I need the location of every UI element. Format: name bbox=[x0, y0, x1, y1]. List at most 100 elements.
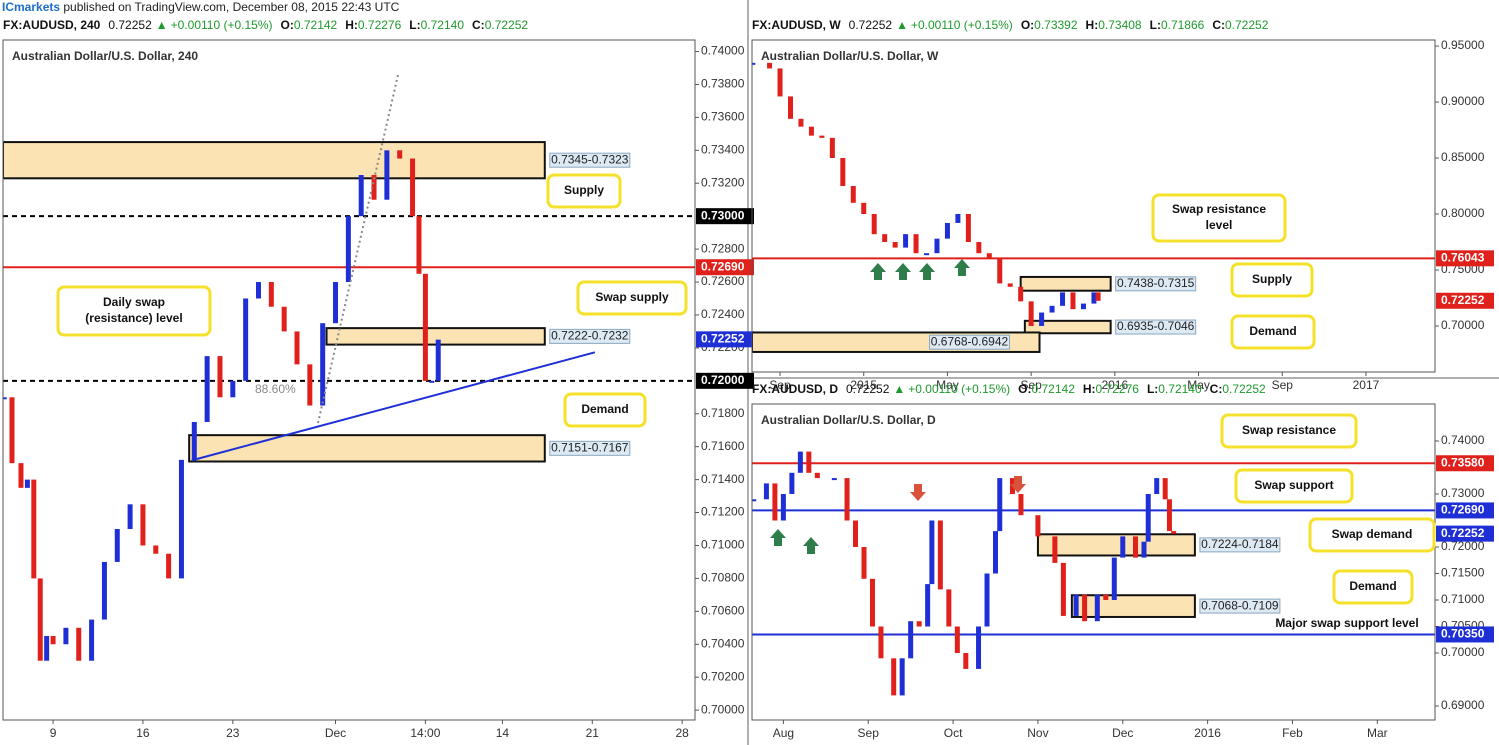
candle bbox=[24, 479, 30, 488]
ohlc-value: 0.72276 bbox=[1096, 382, 1140, 396]
candle bbox=[1018, 493, 1024, 516]
candle bbox=[1132, 536, 1138, 558]
candle bbox=[984, 573, 990, 627]
candle bbox=[1103, 594, 1109, 601]
callout-text: Swap support bbox=[1254, 478, 1333, 492]
candle bbox=[345, 216, 351, 283]
candle bbox=[965, 214, 971, 242]
candle bbox=[422, 273, 428, 381]
candle bbox=[819, 135, 825, 138]
level-label-bg bbox=[1436, 525, 1494, 542]
candle bbox=[814, 472, 820, 479]
y-tick-label: 0.73800 bbox=[701, 77, 745, 91]
candle bbox=[1111, 557, 1117, 601]
level-label: 0.73580 bbox=[1441, 455, 1485, 469]
zone-label-bg bbox=[549, 328, 631, 344]
panel-title: Australian Dollar/U.S. Dollar, D bbox=[761, 413, 936, 427]
candle bbox=[946, 589, 952, 627]
arrow-up bbox=[803, 537, 819, 554]
y-tick-label: 0.74000 bbox=[701, 44, 745, 58]
candle bbox=[178, 459, 184, 579]
publish-info: published on TradingView.com, December 0… bbox=[60, 0, 400, 14]
direction: ▲ bbox=[893, 382, 905, 396]
candle bbox=[204, 356, 210, 422]
arrow-up bbox=[870, 263, 886, 280]
candle bbox=[127, 504, 133, 530]
candle bbox=[44, 636, 50, 661]
candle bbox=[37, 578, 43, 661]
header: ICmarkets published on TradingView.com, … bbox=[2, 0, 400, 14]
zone bbox=[188, 434, 546, 463]
y-tick-label: 0.71000 bbox=[1441, 592, 1485, 606]
candle bbox=[416, 216, 422, 274]
x-tick-label: Aug bbox=[773, 726, 794, 740]
zone-label: 0.7224-0.7184 bbox=[1201, 537, 1279, 551]
candle bbox=[929, 520, 935, 585]
candle bbox=[435, 339, 441, 381]
candle bbox=[829, 137, 835, 159]
candle bbox=[767, 62, 773, 69]
arrow-down bbox=[1010, 476, 1026, 493]
zone-label-bg bbox=[929, 334, 1011, 350]
arrow-up bbox=[770, 529, 786, 546]
ohlc-value: 0.71866 bbox=[1161, 18, 1205, 32]
candle bbox=[243, 298, 249, 381]
y-tick-label: 0.72600 bbox=[701, 274, 745, 288]
candle bbox=[320, 323, 326, 406]
panel-title: Australian Dollar/U.S. Dollar, 240 bbox=[12, 49, 198, 63]
candle bbox=[1166, 499, 1172, 532]
candle bbox=[869, 578, 875, 627]
ohlc-value: 0.72140 bbox=[421, 18, 465, 32]
y-tick-label: 0.72800 bbox=[701, 241, 745, 255]
ohlc-key: C: bbox=[1212, 18, 1225, 32]
ohlc-value: 0.72252 bbox=[1222, 382, 1266, 396]
x-tick-label: Feb bbox=[1282, 726, 1303, 740]
callout-text: Swap resistance bbox=[1172, 202, 1266, 216]
zone-label: 0.7151-0.7167 bbox=[551, 441, 629, 455]
ohlc-key: H: bbox=[1086, 18, 1099, 32]
symbol-info: FX:AUDUSD, W 0.72252 ▲ +0.00110 (+0.15%) O:0… bbox=[752, 18, 1269, 32]
candle bbox=[861, 547, 867, 579]
level-label: 0.72252 bbox=[1441, 293, 1485, 307]
candle bbox=[789, 472, 795, 494]
level-label: 0.72000 bbox=[701, 373, 745, 387]
ohlc-value: 0.72142 bbox=[1031, 382, 1075, 396]
candle bbox=[1018, 286, 1024, 302]
y-tick-label: 0.70600 bbox=[701, 604, 745, 618]
callout-box bbox=[1332, 569, 1414, 605]
candle bbox=[853, 520, 859, 548]
level-label: 0.72252 bbox=[1441, 526, 1485, 540]
level-label: 0.76043 bbox=[1441, 250, 1485, 264]
candle bbox=[1070, 292, 1076, 310]
last-price: 0.72252 bbox=[108, 18, 152, 32]
panel-title: Australian Dollar/U.S. Dollar, W bbox=[761, 49, 939, 63]
ohlc-key: O: bbox=[281, 18, 294, 32]
callout-text: Swap demand bbox=[1332, 527, 1413, 541]
author-link[interactable]: ICmarkets bbox=[2, 0, 60, 14]
level-label: 0.72690 bbox=[701, 259, 745, 273]
ohlc-key: O: bbox=[1021, 18, 1034, 32]
last-price: 0.72252 bbox=[846, 382, 890, 396]
plot-frame bbox=[2, 39, 696, 721]
x-tick-label: Dec bbox=[1112, 726, 1133, 740]
zone bbox=[1019, 275, 1112, 292]
candle bbox=[89, 619, 95, 661]
y-tick-label: 0.95000 bbox=[1441, 38, 1485, 52]
y-tick-label: 0.70000 bbox=[1441, 645, 1485, 659]
y-tick-label: 0.73400 bbox=[701, 142, 745, 156]
callout-text: Supply bbox=[1252, 272, 1292, 286]
candle bbox=[944, 222, 950, 239]
candle bbox=[808, 126, 814, 136]
candle bbox=[763, 483, 769, 500]
candle bbox=[806, 451, 812, 473]
level-label-bg bbox=[696, 208, 754, 225]
candle bbox=[903, 234, 909, 248]
x-tick-label: Nov bbox=[1027, 726, 1048, 740]
candle bbox=[924, 253, 930, 256]
y-tick-label: 0.70400 bbox=[701, 636, 745, 650]
last-price: 0.72252 bbox=[849, 18, 893, 32]
candle bbox=[798, 118, 804, 127]
candle bbox=[217, 356, 223, 398]
candle bbox=[997, 258, 1003, 284]
plot-area bbox=[752, 451, 1435, 696]
